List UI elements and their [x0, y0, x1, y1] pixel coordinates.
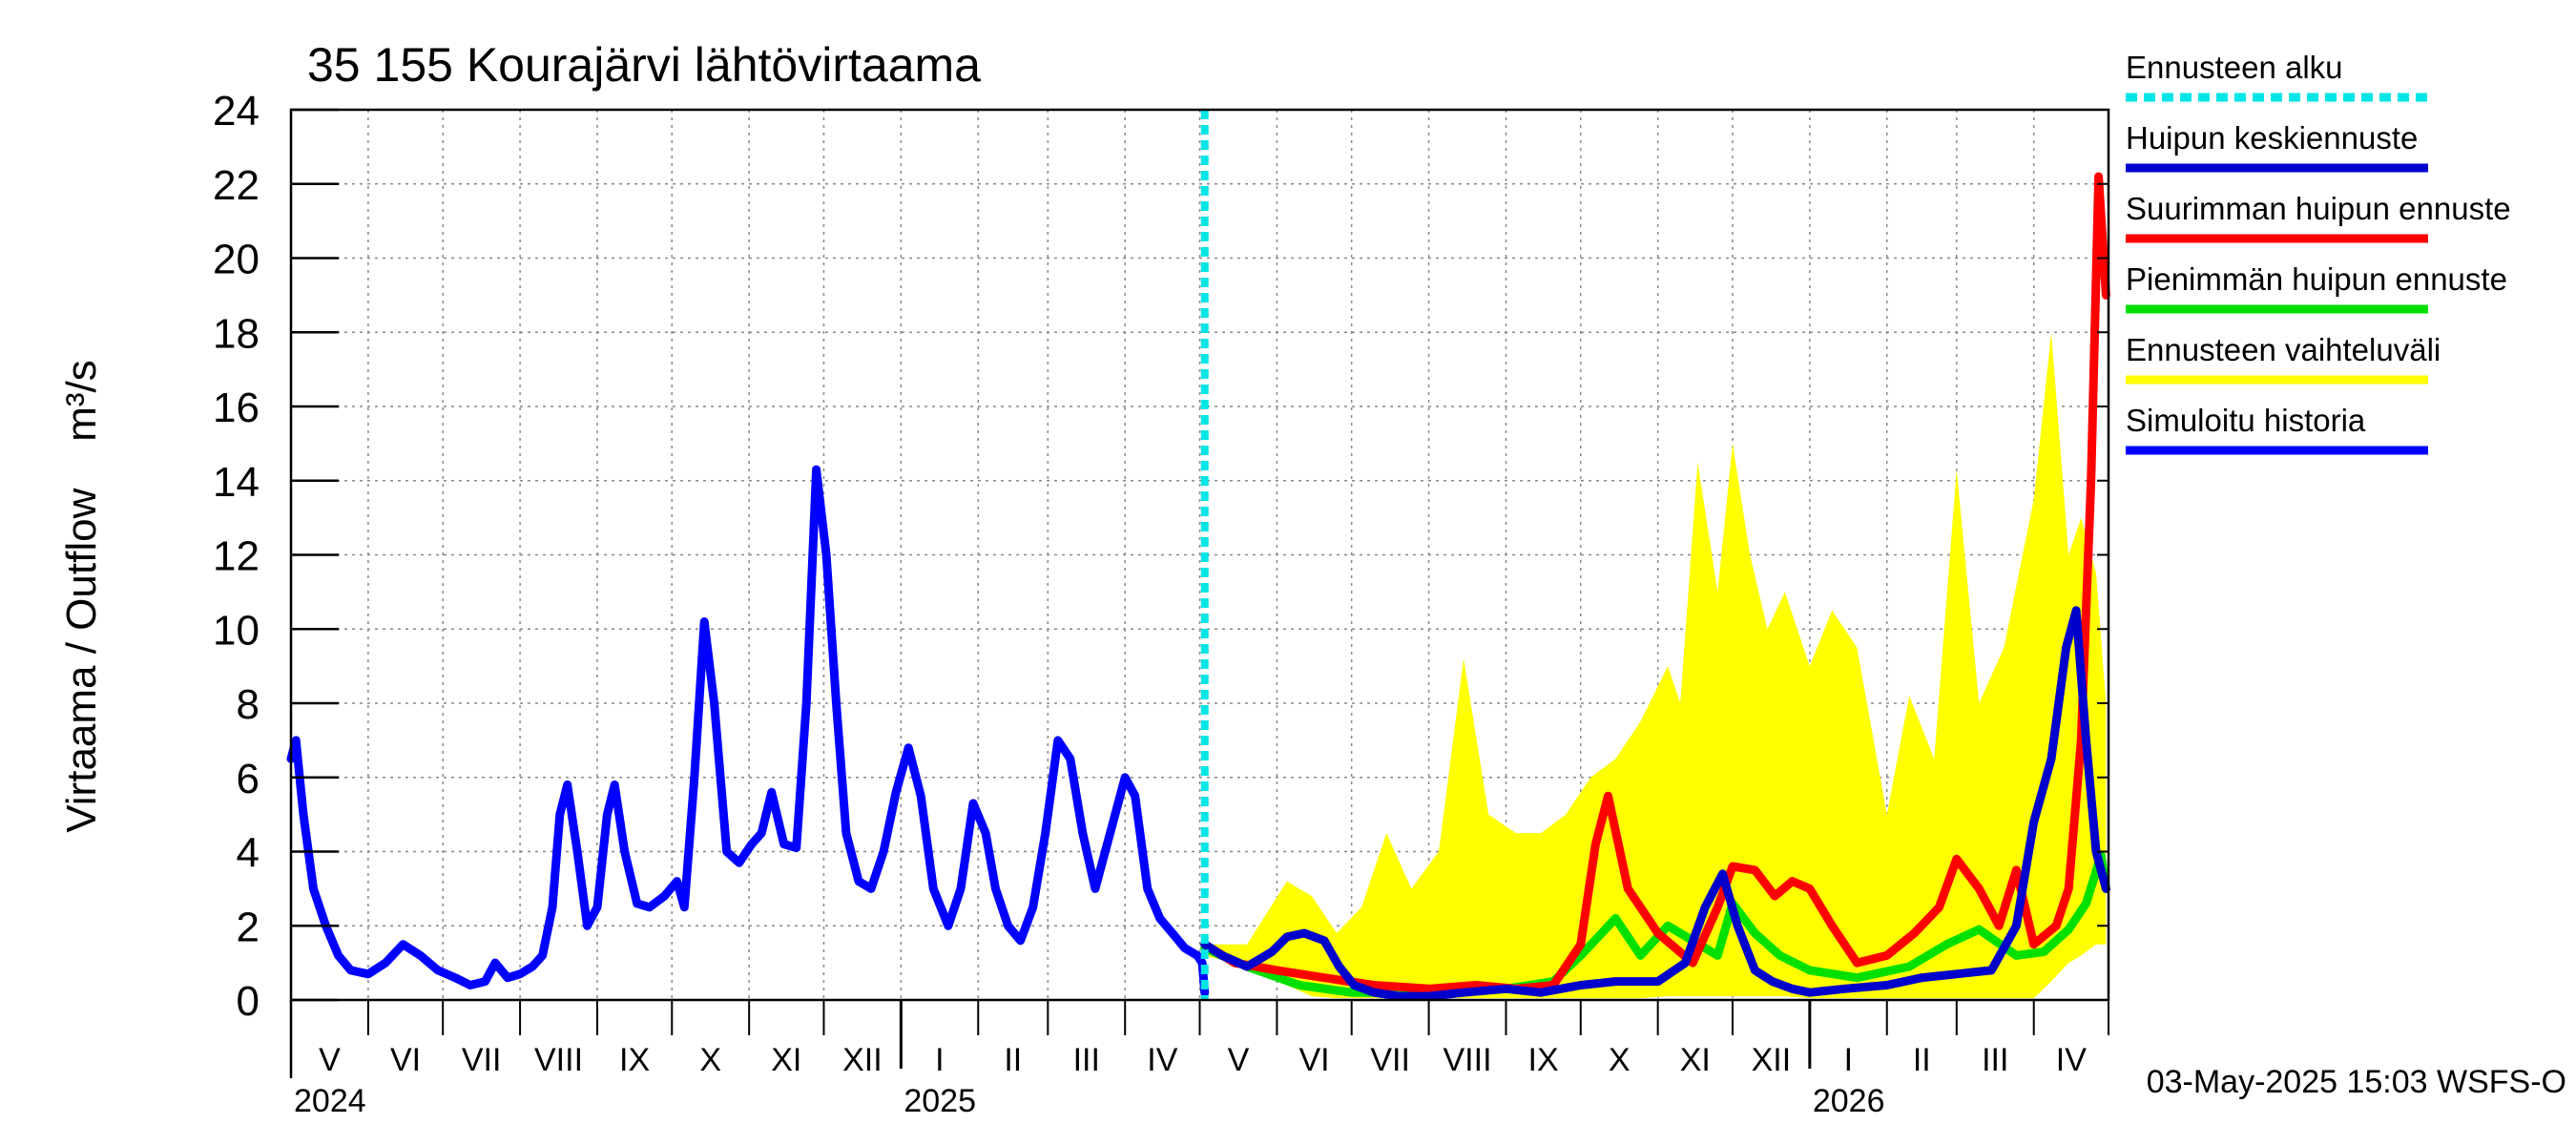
- y-tick-label: 10: [213, 607, 260, 654]
- range-band: [1204, 332, 2107, 999]
- x-month-label: IV: [2056, 1042, 2087, 1078]
- legend: Ennusteen alku Huipun keskiennuste Suurimm…: [2126, 50, 2511, 455]
- x-month-label: III: [1982, 1042, 2008, 1078]
- y-tick-label: 22: [213, 162, 260, 209]
- legend-label-history: Simuloitu historia: [2126, 403, 2366, 438]
- x-month-label: X: [1609, 1042, 1631, 1078]
- y-axis-label: Virtaama / Outflow m³/s: [58, 360, 105, 833]
- legend-label-mean_peak: Huipun keskiennuste: [2126, 120, 2418, 156]
- y-tick-label: 16: [213, 385, 260, 431]
- y-tick-label: 12: [213, 533, 260, 580]
- y-tick-label: 0: [237, 978, 260, 1025]
- x-month-label: II: [1004, 1042, 1022, 1078]
- x-month-label: XII: [842, 1042, 883, 1078]
- x-month-label: XII: [1752, 1042, 1792, 1078]
- y-tick-label: 8: [237, 681, 260, 728]
- y-tick-label: 6: [237, 756, 260, 802]
- x-month-label: X: [699, 1042, 721, 1078]
- x-year-label: 2026: [1813, 1083, 1885, 1119]
- series-lines: [286, 110, 2110, 1001]
- x-year-label: 2024: [294, 1083, 366, 1119]
- x-month-label: XI: [771, 1042, 801, 1078]
- y-tick-label: 24: [213, 88, 260, 135]
- y-tick-label: 18: [213, 310, 260, 357]
- x-month-label: VII: [1370, 1042, 1410, 1078]
- x-year-label: 2025: [904, 1083, 976, 1119]
- x-month-label: VII: [462, 1042, 502, 1078]
- legend-label-forecast_start: Ennusteen alku: [2126, 50, 2343, 85]
- series-line-mean_peak: [1200, 606, 2110, 1001]
- legend-label-max_peak: Suurimman huipun ennuste: [2126, 191, 2511, 226]
- chart-title: 35 155 Kourajärvi lähtövirtaama: [307, 38, 981, 92]
- x-month-label: VIII: [534, 1042, 583, 1078]
- x-month-label: IX: [619, 1042, 650, 1078]
- y-tick-label: 14: [213, 459, 260, 506]
- x-month-label: I: [1844, 1042, 1853, 1078]
- x-month-label: VI: [1298, 1042, 1329, 1078]
- x-axis: V VI VII VIII IX X XI XII I II III IV V VI VII VIII IX X X…: [289, 1000, 2109, 1119]
- legend-label-min_peak: Pienimmän huipun ennuste: [2126, 261, 2507, 297]
- series-line-history: [286, 465, 1210, 997]
- x-month-label: VIII: [1444, 1042, 1492, 1078]
- x-month-label: IX: [1528, 1042, 1559, 1078]
- x-month-label: VI: [390, 1042, 421, 1078]
- x-month-label: II: [1913, 1042, 1931, 1078]
- x-month-label: IV: [1147, 1042, 1177, 1078]
- x-month-label: I: [935, 1042, 944, 1078]
- timestamp-label: 03-May-2025 15:03 WSFS-O: [2147, 1064, 2566, 1100]
- x-month-label: V: [319, 1042, 341, 1078]
- range-band-area: [1204, 332, 2107, 999]
- y-tick-label: 4: [237, 830, 260, 877]
- y-tick-label: 2: [237, 904, 260, 950]
- legend-label-range: Ennusteen vaihteluväli: [2126, 332, 2441, 367]
- x-month-label: XI: [1680, 1042, 1711, 1078]
- x-month-label: III: [1073, 1042, 1100, 1078]
- series-line-max_peak: [1200, 172, 2110, 993]
- x-month-label: V: [1228, 1042, 1250, 1078]
- y-tick-label: 20: [213, 237, 260, 283]
